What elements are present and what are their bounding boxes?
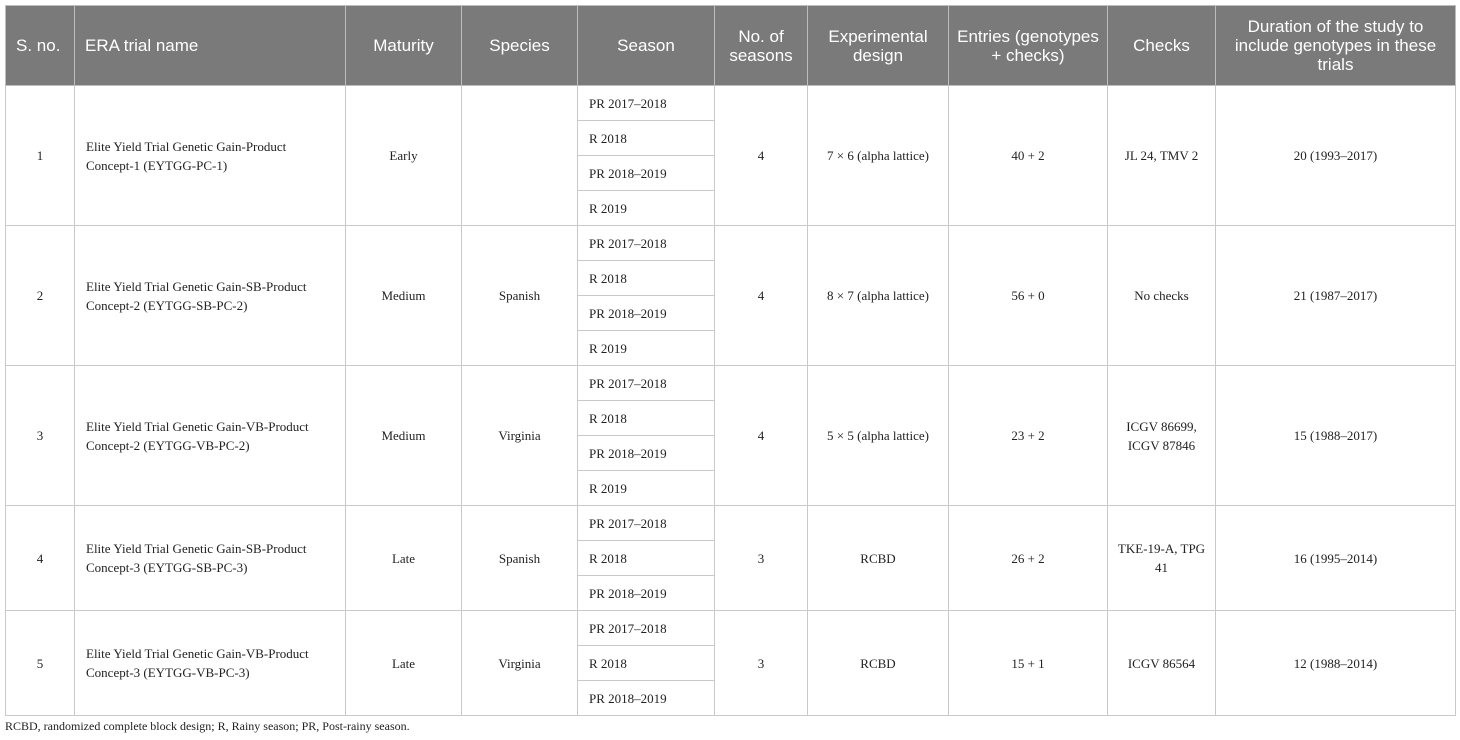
table-row-season: R 2018 [6, 540, 1456, 576]
cell-checks: ICGV 86699, ICGV 87846 [1107, 365, 1216, 506]
cell-species: Spanish [461, 225, 578, 366]
header-maturity: Maturity [345, 5, 462, 86]
cell-design: 5 × 5 (alpha lattice) [807, 365, 949, 506]
cell-season: R 2018 [577, 120, 715, 156]
table-row-season: PR 2018–2019 [6, 680, 1456, 716]
table-row-season: PR 2018–2019 [6, 575, 1456, 611]
header-num-seasons: No. of seasons [714, 5, 808, 86]
cell-season: PR 2017–2018 [577, 365, 715, 401]
cell-trial-name: Elite Yield Trial Genetic Gain-VB-Produc… [74, 610, 346, 716]
cell-season: PR 2017–2018 [577, 610, 715, 646]
table-row: 2 Elite Yield Trial Genetic Gain-SB-Produ… [5, 225, 1456, 366]
cell-design: RCBD [807, 610, 949, 716]
cell-species: Virginia [461, 365, 578, 506]
table-row: 1 Elite Yield Trial Genetic Gain-Product … [5, 85, 1456, 226]
header-season: Season [577, 5, 715, 86]
header-trial-name: ERA trial name [74, 5, 346, 86]
cell-trial-name: Elite Yield Trial Genetic Gain-SB-Produc… [74, 225, 346, 366]
cell-duration: 15 (1988–2017) [1215, 365, 1456, 506]
cell-design: 7 × 6 (alpha lattice) [807, 85, 949, 226]
cell-duration: 16 (1995–2014) [1215, 505, 1456, 611]
cell-season: R 2018 [577, 260, 715, 296]
cell-num-seasons: 4 [714, 365, 808, 506]
cell-entries: 23 + 2 [948, 365, 1108, 506]
cell-duration: 12 (1988–2014) [1215, 610, 1456, 716]
cell-sno: 2 [5, 225, 75, 366]
cell-entries: 15 + 1 [948, 610, 1108, 716]
header-duration: Duration of the study to include genotyp… [1215, 5, 1456, 86]
cell-season: R 2019 [577, 470, 715, 506]
cell-species: Spanish [461, 505, 578, 611]
cell-season: PR 2018–2019 [577, 295, 715, 331]
cell-checks: No checks [1107, 225, 1216, 366]
header-species: Species [461, 5, 578, 86]
cell-maturity: Medium [345, 225, 462, 366]
table-row-season: PR 2018–2019 [6, 155, 1456, 191]
cell-checks: TKE-19-A, TPG 41 [1107, 505, 1216, 611]
cell-entries: 56 + 0 [948, 225, 1108, 366]
cell-checks: JL 24, TMV 2 [1107, 85, 1216, 226]
footnote: RCBD, randomized complete block design; … [5, 719, 410, 733]
trials-table: S. no. ERA trial name Maturity Species S… [5, 5, 1456, 716]
cell-species [461, 85, 578, 226]
cell-num-seasons: 3 [714, 505, 808, 611]
cell-season: R 2018 [577, 540, 715, 576]
cell-duration: 20 (1993–2017) [1215, 85, 1456, 226]
cell-trial-name: Elite Yield Trial Genetic Gain-Product C… [74, 85, 346, 226]
table-row-season: R 2018 [6, 645, 1456, 681]
cell-season: PR 2018–2019 [577, 155, 715, 191]
table-row-season: PR 2018–2019 [6, 435, 1456, 471]
cell-season: PR 2017–2018 [577, 505, 715, 541]
table-row: 5 Elite Yield Trial Genetic Gain-VB-Produ… [5, 610, 1456, 716]
table-row-season: R 2018 [6, 400, 1456, 436]
cell-maturity: Late [345, 610, 462, 716]
table-row-season: R 2018 [6, 260, 1456, 296]
cell-maturity: Late [345, 505, 462, 611]
cell-season: PR 2017–2018 [577, 85, 715, 121]
table-row-season: R 2019 [6, 330, 1456, 366]
cell-entries: 26 + 2 [948, 505, 1108, 611]
header-entries: Entries (genotypes + checks) [948, 5, 1108, 86]
table-body: 1 Elite Yield Trial Genetic Gain-Product … [5, 85, 1456, 716]
table-row-season: R 2019 [6, 470, 1456, 506]
cell-maturity: Medium [345, 365, 462, 506]
table-row-season: PR 2018–2019 [6, 295, 1456, 331]
cell-sno: 1 [5, 85, 75, 226]
cell-checks: ICGV 86564 [1107, 610, 1216, 716]
cell-sno: 4 [5, 505, 75, 611]
cell-maturity: Early [345, 85, 462, 226]
cell-design: RCBD [807, 505, 949, 611]
cell-season: PR 2018–2019 [577, 575, 715, 611]
cell-species: Virginia [461, 610, 578, 716]
header-sno: S. no. [5, 5, 75, 86]
cell-season: PR 2017–2018 [577, 225, 715, 261]
cell-season: R 2019 [577, 330, 715, 366]
table-row-season: R 2018 [6, 120, 1456, 156]
cell-season: R 2019 [577, 190, 715, 226]
cell-num-seasons: 3 [714, 610, 808, 716]
table-row: 4 Elite Yield Trial Genetic Gain-SB-Produ… [5, 505, 1456, 611]
table-row: 3 Elite Yield Trial Genetic Gain-VB-Produ… [5, 365, 1456, 506]
cell-duration: 21 (1987–2017) [1215, 225, 1456, 366]
header-row: S. no. ERA trial name Maturity Species S… [5, 5, 1456, 86]
cell-season: PR 2018–2019 [577, 680, 715, 716]
cell-trial-name: Elite Yield Trial Genetic Gain-SB-Produc… [74, 505, 346, 611]
cell-season: R 2018 [577, 400, 715, 436]
cell-sno: 5 [5, 610, 75, 716]
cell-season: R 2018 [577, 645, 715, 681]
header-checks: Checks [1107, 5, 1216, 86]
header-design: Experimental design [807, 5, 949, 86]
cell-trial-name: Elite Yield Trial Genetic Gain-VB-Produc… [74, 365, 346, 506]
cell-season: PR 2018–2019 [577, 435, 715, 471]
cell-num-seasons: 4 [714, 225, 808, 366]
cell-num-seasons: 4 [714, 85, 808, 226]
cell-sno: 3 [5, 365, 75, 506]
cell-entries: 40 + 2 [948, 85, 1108, 226]
cell-design: 8 × 7 (alpha lattice) [807, 225, 949, 366]
